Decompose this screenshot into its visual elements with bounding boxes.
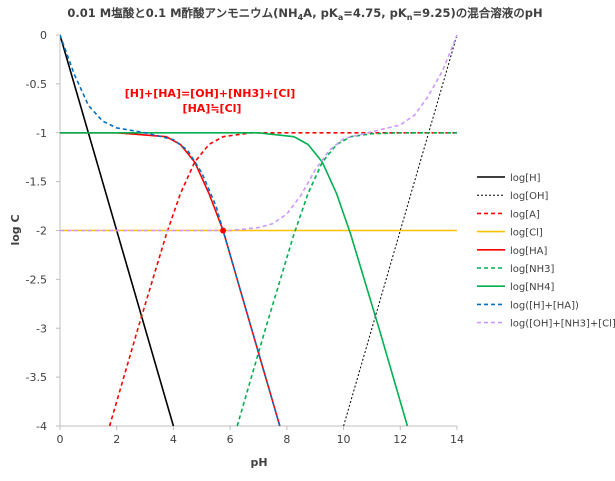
legend-label-4: log[HA]	[510, 246, 548, 257]
y-tick-label: -3.5	[26, 371, 47, 384]
annotation-point	[220, 227, 227, 234]
series-lines	[60, 34, 458, 426]
annotation: [H]+[HA]=[OH]+[NH3]+[Cl] [HA]≒[Cl]	[125, 87, 296, 234]
series-line-5	[236, 132, 457, 426]
legend-label-7: log([H]+[HA])	[510, 300, 579, 311]
legend-label-2: log[A]	[510, 209, 540, 220]
y-tick-label: -1.5	[26, 176, 47, 189]
x-axis-label: pH	[250, 456, 267, 469]
x-tick-label: 10	[337, 433, 351, 446]
legend-label-1: log[OH]	[510, 191, 549, 202]
legend-label-8: log([OH]+[NH3]+[Cl])	[510, 319, 615, 330]
y-tick-label: -3	[36, 322, 47, 335]
x-tick-label: 8	[283, 433, 290, 446]
legend-label-0: log[H]	[510, 173, 541, 184]
axes: 0 2 4 6 8 10 12 14 0 -0.5 -1 -1.5 -2 -2.5 -3 -3.5 -4	[26, 29, 464, 446]
series-line-4	[60, 132, 281, 426]
x-tick-label: 12	[393, 433, 407, 446]
legend-label-3: log[Cl]	[510, 228, 543, 239]
y-tick-label: -0.5	[26, 78, 47, 91]
x-tick-label: 14	[450, 433, 464, 446]
legend-label-5: log[NH3]	[510, 264, 555, 275]
y-tick-label: -1	[36, 127, 47, 140]
x-tick-label: 2	[113, 433, 120, 446]
series-line-6	[60, 132, 409, 426]
y-tick-label: 0	[40, 29, 47, 42]
x-tick-label: 4	[170, 433, 177, 446]
legend: log[H] log[OH] log[A] log[Cl] log[HA] log[NH3…	[477, 173, 615, 330]
legend-label-6: log[NH4]	[510, 282, 555, 293]
series-line-8	[60, 34, 458, 232]
chart-title: 0.01 M塩酸と0.1 M酢酸アンモニウム(NH4A, pKa=4.75, p…	[67, 6, 542, 22]
series-line-2	[108, 132, 457, 426]
y-tick-label: -2	[36, 225, 47, 238]
x-tick-label: 6	[227, 433, 234, 446]
x-tick-label: 0	[57, 433, 64, 446]
annotation-line-1: [H]+[HA]=[OH]+[NH3]+[Cl]	[125, 87, 296, 100]
y-axis-label: log C	[9, 214, 22, 245]
annotation-line-2: [HA]≒[Cl]	[183, 102, 242, 115]
y-tick-label: -2.5	[26, 273, 47, 286]
y-tick-label: -4	[36, 420, 47, 433]
